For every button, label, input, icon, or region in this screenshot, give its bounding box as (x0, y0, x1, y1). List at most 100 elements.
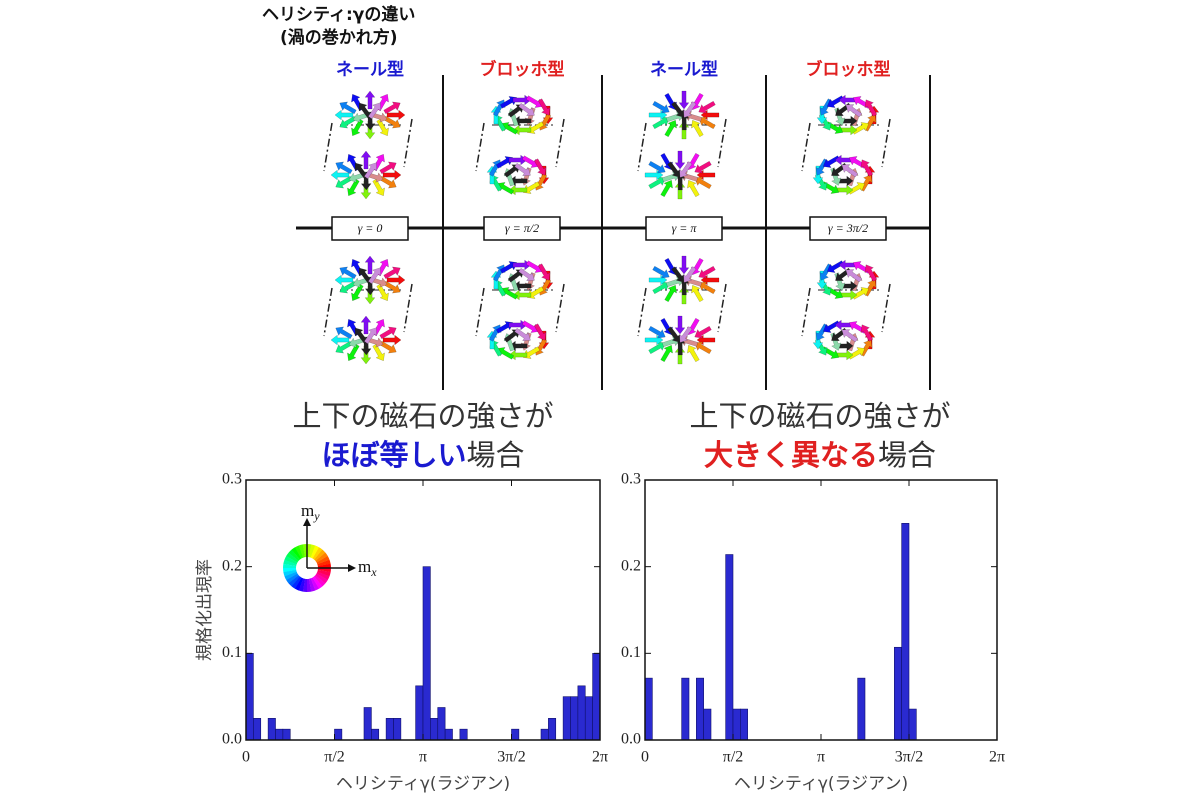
spin-arrow (363, 162, 377, 180)
dash-line (881, 283, 891, 333)
spin-arrow (330, 169, 350, 181)
diagram-title: ヘリシティ:γの違い (262, 4, 415, 25)
spin-arrow (679, 161, 693, 178)
spin-arrow (364, 255, 376, 275)
spin-arrow (379, 175, 397, 189)
color-wheel-segment (302, 543, 307, 558)
x-tick-label: 3π/2 (895, 749, 924, 766)
spin-arrow (383, 101, 401, 115)
spin-arrow (335, 326, 353, 340)
spin-arrow (816, 105, 828, 125)
title-suffix: 場合 (878, 438, 936, 472)
bar (703, 708, 712, 741)
skyrmion-pictures (801, 94, 891, 361)
x-tick-label: 3π/2 (497, 749, 526, 766)
spin-arrow (508, 184, 528, 196)
spin-arrow (860, 159, 874, 177)
spin-arrow (664, 284, 677, 303)
spin-arrow (678, 90, 690, 110)
bar (570, 696, 579, 741)
color-wheel-segment (306, 543, 312, 558)
spin-arrow (367, 267, 381, 285)
spin-arrow (383, 280, 401, 294)
spin-arrow (698, 265, 716, 279)
dash-line (555, 118, 565, 168)
spin-arrow (330, 334, 350, 346)
spin-arrow (679, 326, 693, 343)
y-tick-label: 0.3 (621, 471, 641, 488)
gamma-label: γ = 0 (358, 221, 383, 235)
spin-arrow (379, 161, 397, 175)
title-emphasis: ほぼ等しい (321, 438, 466, 472)
bar (385, 718, 394, 741)
color-wheel-segment (307, 578, 312, 592)
inset-label: mx (358, 557, 377, 579)
spin-arrow (372, 343, 385, 362)
bar (393, 718, 402, 741)
bar (592, 653, 601, 741)
column-label: ブロッホ型 (806, 59, 891, 80)
spin-arrow (386, 109, 406, 121)
inset-label-sub: x (370, 565, 377, 579)
spin-arrow (841, 329, 859, 343)
color-wheel-segment (282, 563, 297, 569)
spin-arrow (335, 175, 353, 189)
color-wheel-segment (308, 578, 316, 592)
bar (857, 677, 866, 741)
bar (415, 685, 424, 741)
spin-arrow (512, 94, 532, 106)
gamma-label: γ = π/2 (505, 221, 539, 235)
inset-arrowhead (303, 518, 311, 526)
spin-arrow (660, 179, 673, 198)
color-wheel-segment (295, 577, 304, 591)
color-wheel-segment (291, 547, 302, 560)
spin-arrow (667, 161, 681, 178)
spin-arrow (812, 165, 824, 185)
x-axis-label: ヘリシティγ(ラジアン) (336, 774, 510, 794)
spin-arrow (364, 120, 376, 140)
bar (444, 728, 453, 741)
bar (725, 554, 734, 741)
spin-arrow (826, 95, 845, 108)
color-wheel-segment (286, 552, 299, 563)
spin-arrow (660, 344, 673, 363)
color-wheel-segment (316, 555, 330, 565)
spin-arrow (812, 330, 824, 350)
color-wheel-segment (316, 571, 330, 580)
bar (371, 728, 380, 741)
spin-arrow (691, 119, 704, 138)
bar (901, 523, 910, 741)
spin-arrow (386, 274, 406, 286)
x-tick-label: 0 (242, 749, 250, 766)
spin-arrow (508, 319, 528, 331)
dash-line (801, 122, 811, 172)
bar (548, 718, 557, 741)
color-wheel-segment (283, 569, 297, 577)
spin-arrow (514, 162, 531, 176)
x-tick-label: π (419, 749, 427, 766)
spin-arrow (845, 269, 863, 283)
bar (363, 707, 372, 741)
color-wheel-segment (286, 573, 299, 584)
spin-arrow (860, 324, 874, 342)
color-wheel-segment (283, 568, 297, 573)
bar (540, 728, 549, 741)
color-wheel-segment (310, 545, 319, 559)
spin-arrow (383, 266, 401, 280)
inset-label: my (301, 501, 320, 523)
spin-arrow (508, 154, 528, 166)
dash-line (475, 287, 485, 337)
bar (511, 728, 520, 741)
bar (894, 646, 902, 741)
color-wheel-segment (310, 577, 320, 591)
gamma-box (331, 216, 409, 241)
color-wheel-segment (314, 575, 326, 587)
dash-line (323, 287, 333, 337)
spin-arrow (367, 102, 381, 120)
y-tick-label: 0.2 (222, 557, 242, 574)
spin-arrow (698, 281, 716, 295)
chart-title: 上下の磁石の強さが (689, 399, 950, 433)
spin-arrow (674, 150, 686, 170)
skyrmion-pictures (475, 94, 565, 361)
